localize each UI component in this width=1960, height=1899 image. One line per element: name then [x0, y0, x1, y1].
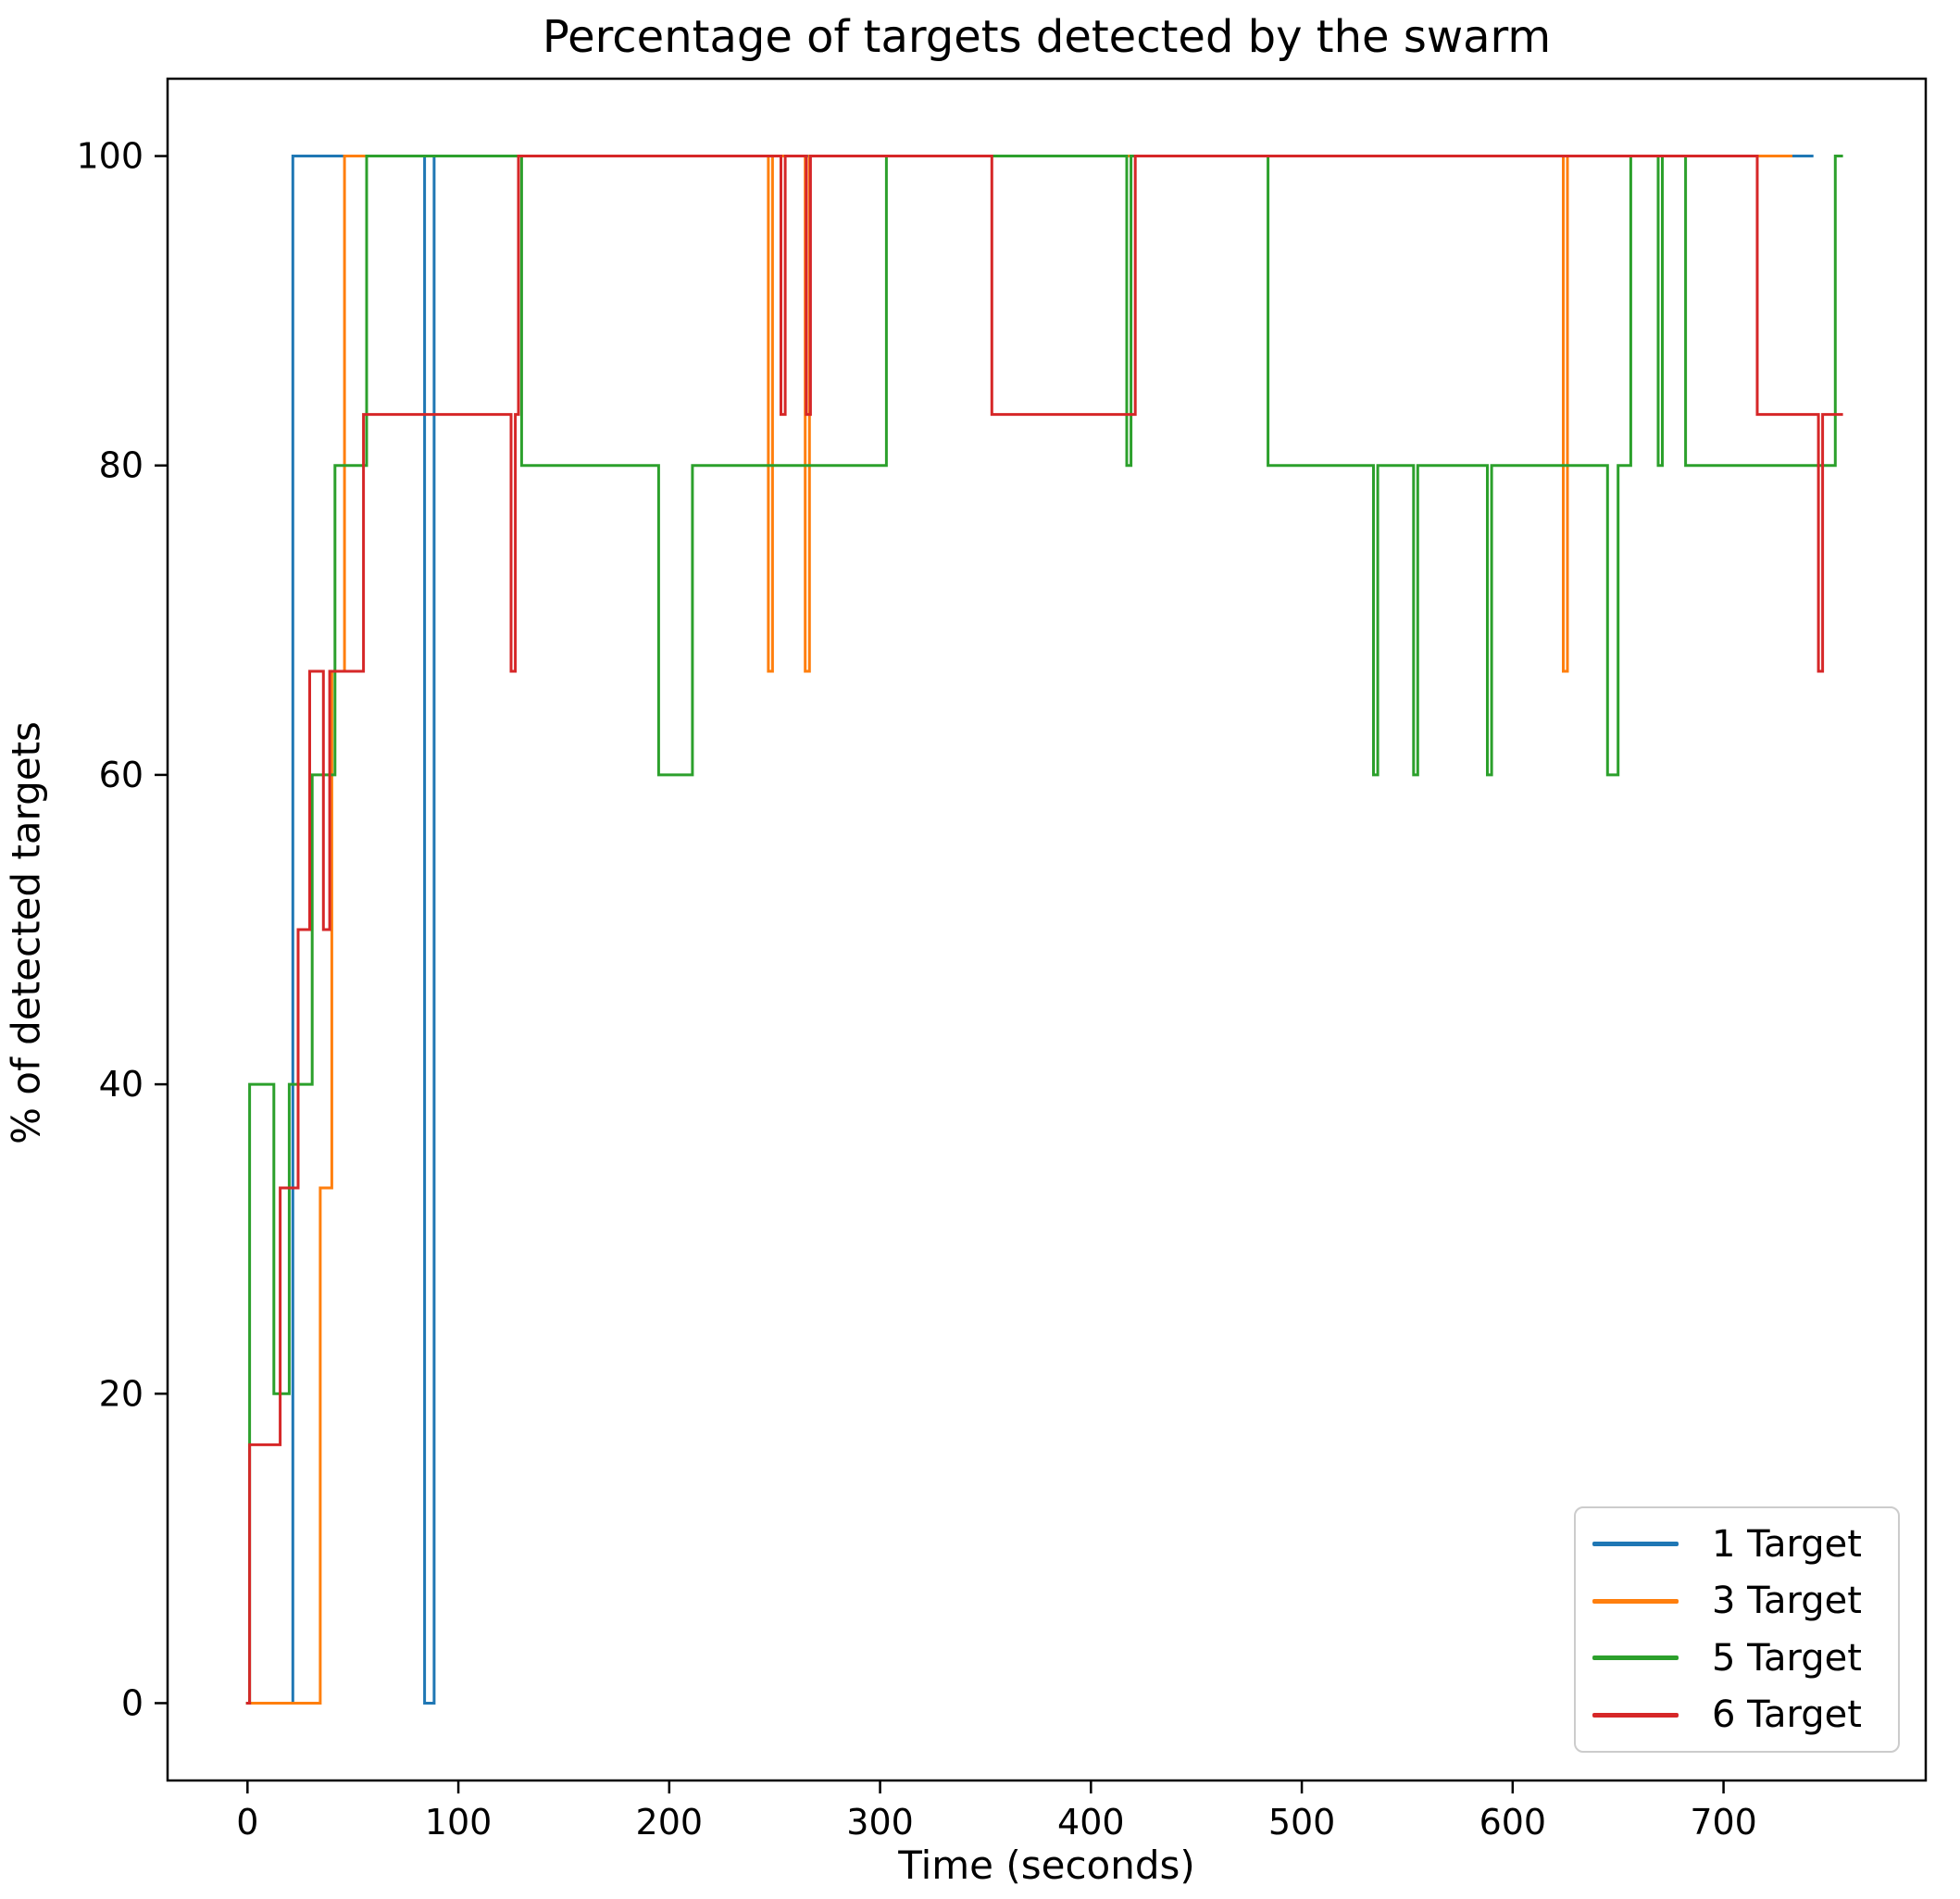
legend-item: 3 Target — [1592, 1574, 1898, 1628]
y-tick-label: 20 — [99, 1373, 144, 1414]
legend-label: 6 Target — [1712, 1693, 1862, 1737]
y-tick-label: 60 — [99, 755, 144, 795]
y-tick-label: 40 — [99, 1064, 144, 1105]
legend-item: 1 Target — [1592, 1518, 1898, 1571]
legend-item: 6 Target — [1592, 1688, 1898, 1742]
series-line — [245, 155, 1814, 1705]
x-tick-label: 100 — [425, 1802, 493, 1843]
series-line — [245, 155, 1843, 1705]
x-tick-label: 300 — [846, 1802, 914, 1843]
chart-title: Percentage of targets detected by the sw… — [542, 11, 1552, 63]
y-tick-label: 0 — [121, 1682, 144, 1723]
plot-spines — [166, 77, 1928, 1782]
legend-label: 1 Target — [1712, 1522, 1862, 1566]
y-tick-label: 100 — [76, 136, 144, 177]
series-line — [245, 155, 1843, 1705]
x-tick-label: 400 — [1057, 1802, 1125, 1843]
x-axis-label: Time (seconds) — [898, 1843, 1195, 1888]
x-tick-label: 500 — [1268, 1802, 1336, 1843]
legend-line-swatch — [1592, 1542, 1679, 1547]
x-tick-label: 0 — [236, 1802, 258, 1843]
legend-line-swatch — [1592, 1712, 1679, 1718]
legend-label: 5 Target — [1712, 1636, 1862, 1680]
y-tick-label: 80 — [99, 445, 144, 486]
legend-label: 3 Target — [1712, 1580, 1862, 1623]
legend-line-swatch — [1592, 1655, 1679, 1661]
legend: 1 Target 3 Target 5 Target 6 Target — [1574, 1506, 1900, 1753]
x-tick-label: 200 — [636, 1802, 704, 1843]
legend-line-swatch — [1592, 1598, 1679, 1604]
series-line — [245, 155, 1792, 1705]
x-tick-label: 600 — [1479, 1802, 1547, 1843]
legend-item: 5 Target — [1592, 1631, 1898, 1685]
x-tick-label: 700 — [1690, 1802, 1757, 1843]
